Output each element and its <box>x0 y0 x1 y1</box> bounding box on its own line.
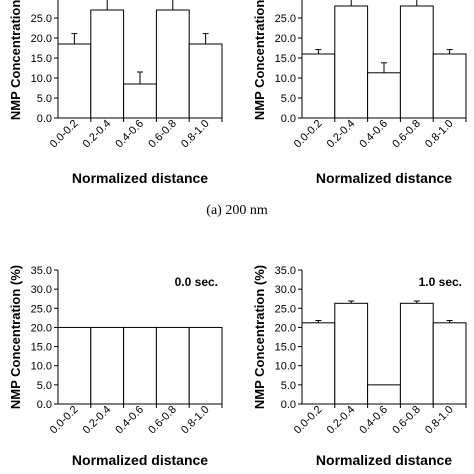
x-axis-label: Normalized distance <box>72 452 208 468</box>
x-tick-label: 0.2-0.4 <box>81 118 114 151</box>
x-tick-label: 0.8-1.0 <box>179 404 212 437</box>
y-axis-label: NMP Concentration (%) <box>252 0 267 120</box>
x-tick-label: 0.0-0.2 <box>292 118 325 151</box>
y-tick-label: 5.0 <box>37 380 52 392</box>
y-tick-label: 35.0 <box>31 265 52 277</box>
bar <box>189 327 222 404</box>
x-axis-label: Normalized distance <box>72 170 208 186</box>
chart-panel-2: 0.0 5.0 10.0 15.0 20.0 25.0 0.0-0.20.2-0.40.4-… <box>252 0 466 186</box>
bar <box>335 6 368 118</box>
y-tick-label: 20.0 <box>275 33 296 45</box>
y-tick-label: 25.0 <box>31 13 52 25</box>
figure-caption: (a) 200 nm <box>0 203 474 219</box>
bar <box>302 323 335 404</box>
x-tick-label: 0.6-0.8 <box>146 404 179 437</box>
y-axis-label: NMP Concentration (%) <box>252 265 267 409</box>
y-tick-label: 0.0 <box>281 399 296 411</box>
y-tick-label: 10.0 <box>31 361 52 373</box>
bar <box>156 327 189 404</box>
panel-time-label: 1.0 sec. <box>419 275 462 289</box>
x-tick-label: 0.0-0.2 <box>48 118 81 151</box>
y-tick-label: 5.0 <box>281 380 296 392</box>
x-tick-label: 0.8-1.0 <box>423 404 456 437</box>
bar <box>91 327 124 404</box>
y-tick-label: 15.0 <box>31 342 52 354</box>
chart-panel-3: 0.0 5.0 10.0 15.0 20.0 25.0 30.0 35.0 0.0-0.20.2… <box>8 265 222 468</box>
y-tick-label: 20.0 <box>275 322 296 334</box>
y-tick-label: 20.0 <box>31 33 52 45</box>
x-tick-label: 0.6-0.8 <box>146 118 179 151</box>
x-tick-label: 0.0-0.2 <box>48 404 81 437</box>
y-tick-label: 25.0 <box>275 13 296 25</box>
y-axis-label: NMP Concentration (%) <box>8 0 23 120</box>
y-tick-label: 0.0 <box>37 113 52 125</box>
bar <box>58 44 91 118</box>
y-tick-label: 10.0 <box>275 73 296 85</box>
bar <box>433 323 466 404</box>
chart-panel-4: 0.0 5.0 10.0 15.0 20.0 25.0 30.0 35.0 0.0-0.20.2… <box>252 265 466 468</box>
x-tick-label: 0.2-0.4 <box>325 118 358 151</box>
y-tick-label: 35.0 <box>275 265 296 277</box>
y-tick-label: 15.0 <box>31 53 52 65</box>
y-tick-label: 0.0 <box>281 113 296 125</box>
y-tick-label: 30.0 <box>31 284 52 296</box>
bar <box>368 73 401 118</box>
y-tick-label: 5.0 <box>37 93 52 105</box>
x-axis-label: Normalized distance <box>316 452 452 468</box>
x-tick-label: 0.4-0.6 <box>357 118 390 151</box>
x-axis-label: Normalized distance <box>316 170 452 186</box>
x-tick-label: 0.6-0.8 <box>390 118 423 151</box>
bar <box>368 385 401 404</box>
bar <box>302 54 335 118</box>
y-axis-label: NMP Concentration (%) <box>8 265 23 409</box>
x-tick-label: 0.4-0.6 <box>113 118 146 151</box>
y-tick-label: 25.0 <box>275 303 296 315</box>
x-tick-label: 0.6-0.8 <box>390 404 423 437</box>
bar <box>433 54 466 118</box>
y-tick-label: 25.0 <box>31 303 52 315</box>
bar <box>58 327 91 404</box>
bar <box>400 303 433 404</box>
bar <box>124 327 157 404</box>
y-tick-label: 10.0 <box>275 361 296 373</box>
y-tick-label: 15.0 <box>275 342 296 354</box>
y-tick-label: 0.0 <box>37 399 52 411</box>
x-tick-label: 0.8-1.0 <box>179 118 212 151</box>
y-tick-label: 30.0 <box>275 284 296 296</box>
bar <box>400 6 433 118</box>
x-tick-label: 0.8-1.0 <box>423 118 456 151</box>
x-tick-label: 0.0-0.2 <box>292 404 325 437</box>
x-tick-label: 0.2-0.4 <box>325 404 358 437</box>
x-tick-label: 0.4-0.6 <box>113 404 146 437</box>
y-tick-label: 15.0 <box>275 53 296 65</box>
bar <box>335 303 368 404</box>
chart-panel-1: 0.0 5.0 10.0 15.0 20.0 25.0 0.0-0.20.2-0.40.4-… <box>8 0 222 186</box>
y-tick-label: 10.0 <box>31 73 52 85</box>
x-tick-label: 0.4-0.6 <box>357 404 390 437</box>
bar <box>156 10 189 118</box>
y-tick-label: 20.0 <box>31 322 52 334</box>
bar <box>189 44 222 118</box>
y-tick-label: 5.0 <box>281 93 296 105</box>
x-tick-label: 0.2-0.4 <box>81 404 114 437</box>
bar <box>124 84 157 118</box>
bar <box>91 10 124 118</box>
panel-time-label: 0.0 sec. <box>175 275 218 289</box>
